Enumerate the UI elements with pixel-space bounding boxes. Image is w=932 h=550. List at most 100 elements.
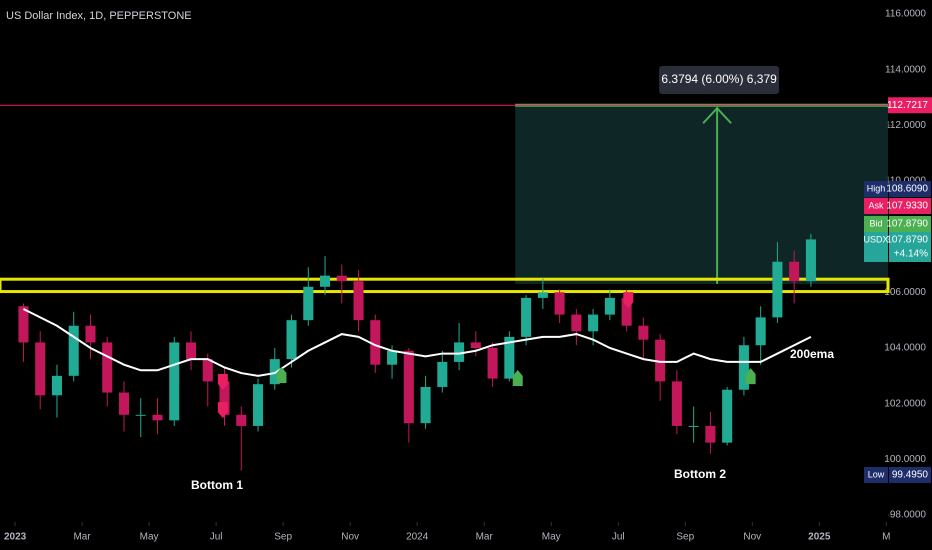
candle-body (437, 361, 448, 387)
quote-name: Bid (869, 218, 882, 228)
candle-body (236, 414, 247, 426)
y-tick-label: 106.0000 (884, 287, 926, 298)
quote-name: High (867, 183, 886, 193)
candle-body (454, 342, 465, 362)
candle-body (805, 239, 816, 282)
candle-body (387, 350, 398, 365)
quote-value-bg (889, 467, 931, 483)
candle-body (521, 297, 532, 337)
quote-name-bg (864, 198, 888, 214)
chart-title: US Dollar Index, 1D, PEPPERSTONE (6, 10, 192, 22)
x-tick-label: Nov (743, 532, 761, 543)
candle-body (102, 342, 113, 393)
y-tick-label: 116.0000 (885, 9, 926, 20)
candle-body (487, 348, 498, 379)
quote-value-bg (889, 198, 931, 214)
candle-body (755, 317, 766, 346)
y-tick-label: 98.0000 (890, 510, 927, 521)
candle-body (554, 292, 565, 315)
quote-value: 108.6090 (886, 184, 928, 195)
candle-body (722, 389, 733, 443)
arrow-head (702, 106, 732, 124)
candle-body (671, 381, 682, 426)
measure-label: 6.3794 (6.00%) 6,379 (661, 72, 777, 86)
annotation: 200ema (790, 347, 834, 361)
signal-arrow (217, 373, 228, 390)
x-tick-label: M (882, 532, 890, 543)
quote-value-bg (889, 181, 931, 197)
candle-body (604, 297, 615, 315)
candle-body (353, 281, 364, 321)
quote-name: Ask (868, 200, 884, 210)
resistance-band (0, 277, 890, 294)
annotation: Bottom 1 (191, 478, 243, 492)
x-tick-label: Sep (676, 532, 694, 543)
y-tick-label: 104.0000 (884, 343, 926, 354)
candle-body (571, 314, 582, 332)
x-tick-label: Sep (274, 532, 292, 543)
candle-body (68, 325, 79, 376)
candle-body (537, 292, 548, 298)
x-tick-label: Mar (476, 532, 494, 543)
candle-body (588, 314, 599, 332)
candle-body (336, 275, 347, 282)
quote-name-bg (864, 216, 888, 232)
candle-body (621, 297, 632, 326)
quote-value-bg (889, 232, 931, 262)
quote-name-bg (864, 232, 888, 262)
quote-change: +4.14% (894, 249, 928, 260)
x-tick-label: 2023 (4, 532, 27, 543)
target-label-bg (888, 97, 932, 114)
quote-value-bg (889, 216, 931, 232)
quote-value: 107.8790 (886, 235, 928, 246)
x-tick-label: Nov (341, 532, 359, 543)
candle-body (638, 325, 649, 340)
quote-name: USDX (863, 234, 888, 244)
quote-name-bg (864, 467, 888, 483)
candle-body (219, 381, 230, 415)
signal-arrow (745, 368, 756, 385)
candle-body (688, 425, 699, 427)
x-tick-label: 2025 (808, 532, 831, 543)
quote-name-bg (864, 181, 888, 197)
candle-body (705, 425, 716, 443)
candle-body (35, 342, 46, 396)
candle-body (772, 261, 783, 318)
candle-body (135, 414, 146, 416)
x-tick-label: May (542, 532, 561, 543)
candle-body (152, 414, 163, 421)
candle-body (789, 261, 800, 282)
x-tick-label: Jul (612, 532, 625, 543)
quote-value: 107.9330 (886, 201, 928, 212)
x-tick-label: 2024 (406, 532, 429, 543)
y-tick-label: 102.0000 (884, 398, 926, 409)
y-tick-label: 112.0000 (885, 120, 926, 131)
quote-value: 107.8790 (886, 219, 928, 230)
candle-body (185, 342, 197, 360)
candle-body (286, 320, 297, 360)
x-tick-label: May (140, 532, 159, 543)
candle-body (303, 286, 314, 321)
candle-body (18, 306, 29, 343)
signal-arrow (217, 402, 228, 419)
target-label: 112.7217 (887, 100, 928, 111)
candle-body (370, 320, 381, 365)
ema-line (23, 308, 812, 377)
candle-body (470, 342, 481, 348)
x-tick-label: Jul (210, 532, 223, 543)
candle-body (118, 392, 130, 415)
candle-body (51, 375, 62, 396)
candle-body (320, 275, 331, 287)
candle-body (504, 336, 515, 379)
signal-arrow (623, 292, 634, 309)
candle-body (269, 359, 280, 385)
signal-arrow (512, 370, 523, 387)
y-tick-label: 100.0000 (884, 454, 926, 465)
candle-body (85, 325, 96, 343)
quote-value: 99.4950 (892, 470, 929, 481)
candle-body (420, 386, 431, 424)
annotation: Bottom 2 (674, 467, 726, 481)
x-tick-label: Mar (73, 532, 91, 543)
candle-body (403, 350, 414, 424)
